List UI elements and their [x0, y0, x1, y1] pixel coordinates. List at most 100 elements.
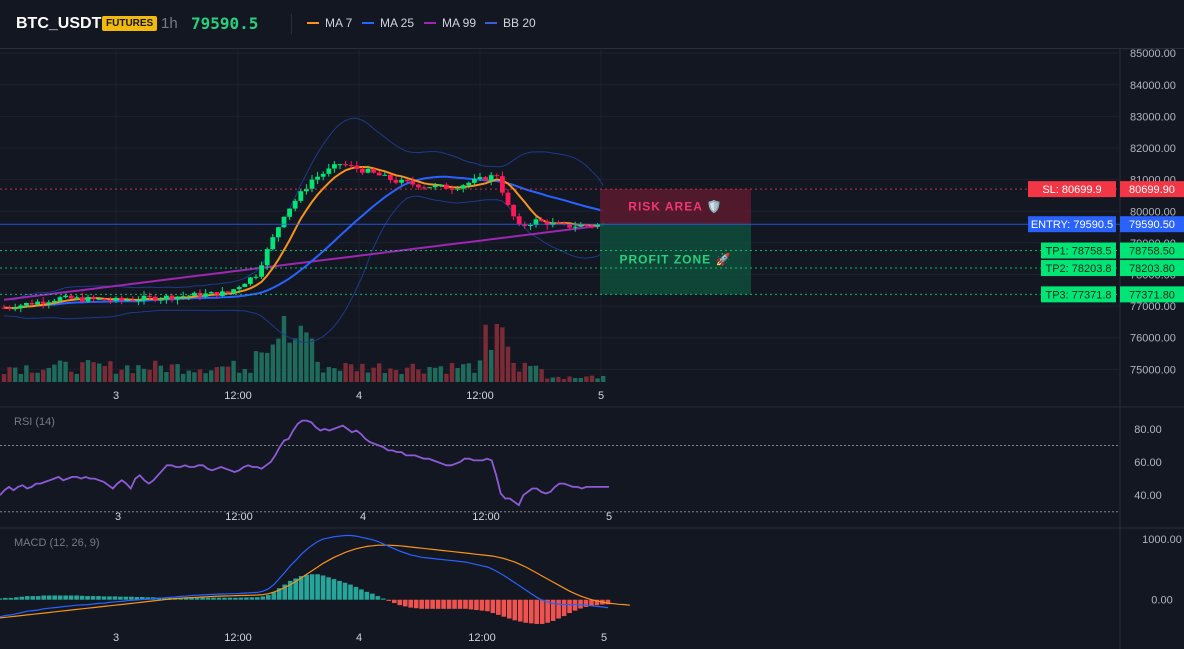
symbol-title[interactable]: BTC_USDT [16, 15, 102, 32]
candle-body[interactable] [180, 296, 186, 298]
candle-body[interactable] [410, 181, 416, 185]
candle-body[interactable] [488, 175, 494, 181]
candle-body[interactable] [516, 216, 522, 225]
candle-body[interactable] [130, 299, 136, 301]
candle-body[interactable] [248, 277, 253, 284]
candle-body[interactable] [292, 200, 298, 209]
candle-body[interactable] [494, 175, 500, 177]
candle-body[interactable] [483, 177, 488, 181]
candle-body[interactable] [259, 265, 264, 277]
candle-body[interactable] [438, 184, 444, 186]
candle-body[interactable] [567, 224, 572, 228]
candle-body[interactable] [80, 297, 85, 302]
timeframe-selector[interactable]: 1h [161, 15, 178, 32]
candle-body[interactable] [399, 179, 404, 183]
candle-body[interactable] [169, 295, 175, 300]
candle-body[interactable] [354, 165, 360, 169]
candle-body[interactable] [220, 291, 225, 296]
candle-body[interactable] [572, 226, 578, 228]
candle-body[interactable] [192, 292, 197, 296]
candle-body[interactable] [427, 187, 432, 189]
candle-body[interactable] [40, 301, 46, 304]
candle-body[interactable] [578, 224, 584, 227]
candle-body[interactable] [477, 177, 483, 180]
candle-body[interactable] [57, 297, 63, 301]
candle-body[interactable] [1, 307, 7, 309]
candle-body[interactable] [270, 237, 276, 250]
candle-body[interactable] [35, 301, 40, 305]
candle-body[interactable] [432, 185, 438, 188]
candle-body[interactable] [500, 176, 505, 193]
legend-ma99[interactable]: MA 99 [424, 16, 476, 30]
candle-body[interactable] [511, 204, 516, 217]
candle-body[interactable] [186, 295, 192, 297]
candle-body[interactable] [533, 219, 539, 225]
candle-body[interactable] [225, 291, 231, 293]
candle-body[interactable] [337, 164, 343, 166]
candle-body[interactable] [147, 295, 152, 297]
candle-body[interactable] [556, 222, 561, 224]
candle-body[interactable] [371, 168, 376, 173]
candle-body[interactable] [348, 165, 354, 167]
candle-body[interactable] [46, 302, 52, 304]
candle-body[interactable] [343, 164, 348, 166]
candle-body[interactable] [152, 296, 158, 301]
candle-body[interactable] [113, 297, 119, 301]
candle-body[interactable] [52, 300, 57, 303]
candle-body[interactable] [136, 300, 141, 302]
candle-body[interactable] [309, 179, 315, 189]
candle-body[interactable] [141, 295, 147, 301]
candle-body[interactable] [231, 289, 236, 293]
candle-body[interactable] [539, 219, 544, 222]
candle-body[interactable] [12, 308, 18, 310]
candle-body[interactable] [18, 305, 24, 309]
candle-body[interactable] [360, 168, 365, 173]
candle-body[interactable] [253, 276, 259, 278]
candle-body[interactable] [7, 307, 12, 309]
candle-body[interactable] [304, 188, 309, 192]
legend-ma25[interactable]: MA 25 [362, 16, 414, 30]
candle-body[interactable] [595, 224, 600, 226]
candle-body[interactable] [236, 287, 242, 290]
candle-body[interactable] [175, 296, 180, 300]
candle-body[interactable] [522, 224, 528, 226]
candle-body[interactable] [124, 299, 130, 301]
candle-body[interactable] [444, 184, 449, 189]
candle-body[interactable] [460, 185, 466, 189]
candle-body[interactable] [85, 297, 91, 302]
candle-body[interactable] [108, 300, 113, 302]
candle-body[interactable] [404, 179, 410, 182]
candle-body[interactable] [326, 168, 332, 174]
candle-body[interactable] [505, 192, 511, 205]
candle-body[interactable] [281, 216, 287, 228]
candle-body[interactable] [287, 208, 292, 217]
candle-body[interactable] [29, 303, 35, 305]
candle-body[interactable] [63, 295, 68, 298]
candle-body[interactable] [298, 191, 304, 201]
candle-body[interactable] [393, 179, 399, 183]
candle-body[interactable] [91, 297, 96, 299]
candle-body[interactable] [388, 174, 393, 180]
candle-body[interactable] [332, 164, 337, 169]
legend-ma7[interactable]: MA 7 [307, 16, 352, 30]
candle-body[interactable] [208, 292, 214, 294]
candle-body[interactable] [102, 298, 108, 301]
candle-body[interactable] [264, 249, 270, 266]
candle-body[interactable] [365, 168, 371, 173]
candle-body[interactable] [466, 182, 472, 186]
candle-body[interactable] [315, 176, 320, 180]
candle-body[interactable] [164, 295, 169, 300]
candle-body[interactable] [455, 188, 460, 190]
candle-body[interactable] [242, 283, 248, 288]
candle-body[interactable] [320, 173, 326, 177]
candle-body[interactable] [276, 227, 281, 238]
candle-body[interactable] [421, 187, 427, 189]
candle-body[interactable] [119, 297, 124, 301]
candle-body[interactable] [382, 174, 388, 176]
candle-body[interactable] [96, 298, 102, 300]
candle-body[interactable] [68, 295, 74, 299]
candle-body[interactable] [376, 172, 382, 176]
candle-body[interactable] [589, 225, 595, 227]
candle-body[interactable] [24, 303, 29, 306]
legend-bb20[interactable]: BB 20 [485, 16, 536, 30]
